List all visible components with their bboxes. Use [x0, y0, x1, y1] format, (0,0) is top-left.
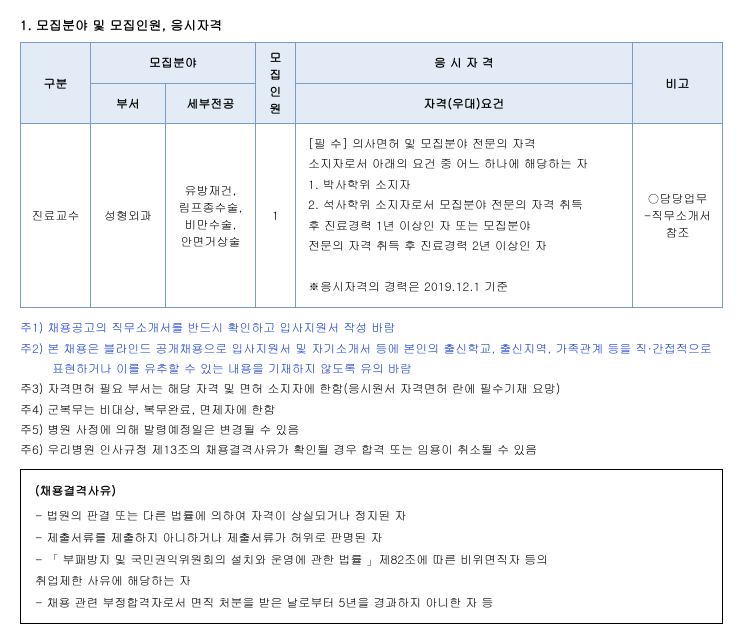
recruitment-table: 구분 모집분야 모집 인원 응 시 자 격 비고 부서 세부전공 자격(우대)요… [20, 42, 723, 308]
th-gubun: 구분 [21, 43, 91, 124]
cell-remark: ○담당업무 -직무소개서 참조 [633, 124, 723, 308]
th-remark: 비고 [633, 43, 723, 124]
th-qual-top: 응 시 자 격 [296, 43, 633, 84]
th-field: 모집분야 [91, 43, 256, 84]
note-line: 주6) 우리병원 인사규정 제13조의 채용결격사유가 확인될 경우 합격 또는… [20, 440, 723, 460]
cell-count: 1 [256, 124, 296, 308]
cell-qual: [필 수] 의사면허 및 모집분야 전문의 자격 소지자로서 아래의 요건 중 … [296, 124, 633, 308]
note-line: 주1) 채용공고의 직무소개서를 반드시 확인하고 입사지원서 작성 바람 [20, 318, 723, 338]
disq-item: - 법원의 판결 또는 다른 법률에 의하여 자격이 상실되거나 정지된 자 [35, 505, 708, 527]
disq-title: (채용결격사유) [35, 480, 708, 502]
th-count: 모집 인원 [256, 43, 296, 124]
note-line: 주5) 병원 사정에 의해 발령예정일은 변경될 수 있음 [20, 420, 723, 440]
cell-dept: 성형외과 [91, 124, 166, 308]
table-row: 진료교수 성형외과 유방재건, 림프종수술, 비만수술, 안면거상술 1 [필 … [21, 124, 723, 308]
disq-item: 취업제한 사유에 해당하는 자 [35, 570, 708, 592]
note-line: 표현하거나 이를 유추할 수 있는 내용을 기재하지 않도록 유의 바람 [20, 359, 723, 379]
disq-item: - 제출서류를 제출하지 아니하거나 제출서류가 허위로 판명된 자 [35, 527, 708, 549]
cell-gubun: 진료교수 [21, 124, 91, 308]
disq-item: - 채용 관련 부정합격자로서 면직 처분을 받은 날로부터 5년을 경과하지 … [35, 592, 708, 614]
th-qual-sub: 자격(우대)요건 [296, 83, 633, 124]
notes-block: 주1) 채용공고의 직무소개서를 반드시 확인하고 입사지원서 작성 바람 주2… [20, 318, 723, 461]
disqualification-box: (채용결격사유) - 법원의 판결 또는 다른 법률에 의하여 자격이 상실되거… [20, 469, 723, 625]
note-line: 주4) 군복무는 비대상, 복무완료, 면제자에 한함 [20, 400, 723, 420]
note-line: 주2) 본 채용은 블라인드 공개채용으로 입사지원서 및 자기소개서 등에 본… [20, 339, 723, 359]
disq-item: - 「 부패방지 및 국민권익위원회의 설치와 운영에 관한 법률 」제82조에… [35, 549, 708, 571]
section-title: 1. 모집분야 및 모집인원, 응시자격 [20, 15, 723, 34]
th-dept: 부서 [91, 83, 166, 124]
th-major: 세부전공 [166, 83, 256, 124]
note-line: 주3) 자격면허 필요 부서는 해당 자격 및 면허 소지자에 한함(응시원서 … [20, 379, 723, 399]
cell-major: 유방재건, 림프종수술, 비만수술, 안면거상술 [166, 124, 256, 308]
